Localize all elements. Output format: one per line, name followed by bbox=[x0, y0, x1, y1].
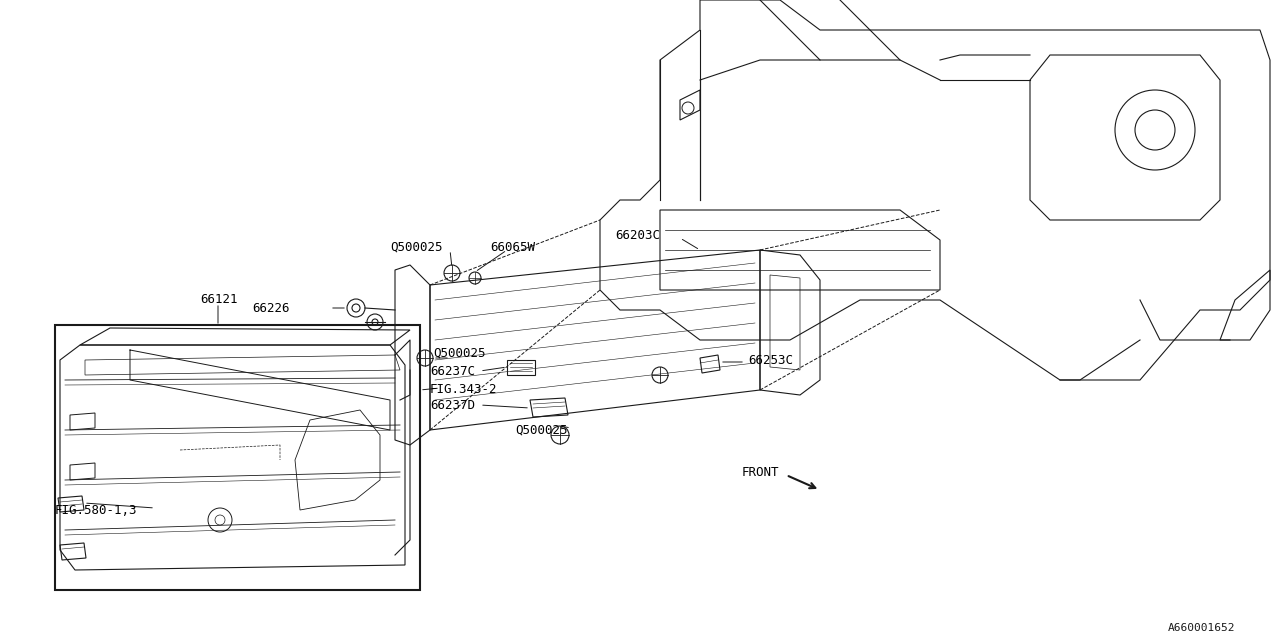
Text: FRONT: FRONT bbox=[742, 465, 780, 479]
Text: FIG.580-1,3: FIG.580-1,3 bbox=[55, 504, 137, 516]
Text: FIG.343-2: FIG.343-2 bbox=[430, 383, 498, 396]
Text: 66226: 66226 bbox=[252, 301, 289, 314]
Text: 66121: 66121 bbox=[200, 292, 238, 305]
Text: 66253C: 66253C bbox=[748, 353, 794, 367]
Text: Q500025: Q500025 bbox=[433, 346, 485, 360]
Text: Q500025: Q500025 bbox=[515, 424, 567, 436]
Text: A660001652: A660001652 bbox=[1167, 623, 1235, 633]
Text: 66203C: 66203C bbox=[614, 228, 660, 241]
Text: 66065W: 66065W bbox=[490, 241, 535, 253]
Text: 66237D: 66237D bbox=[430, 399, 475, 412]
Text: 66237C: 66237C bbox=[430, 365, 475, 378]
Text: Q500025: Q500025 bbox=[390, 241, 443, 253]
